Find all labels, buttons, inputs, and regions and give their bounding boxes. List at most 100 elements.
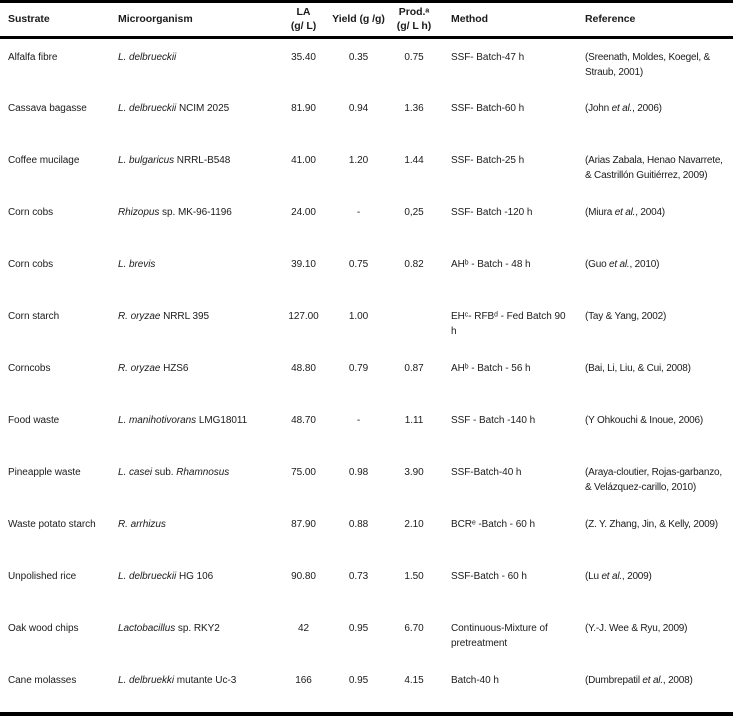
cell-prod: 1.36 [404,102,424,114]
et-al: et al. [642,674,663,686]
species-name: L. delbrueckii [118,102,177,114]
strain-label: sp. MK-96-1196 [159,206,232,218]
cell-yield: 0.95 [348,674,369,686]
table-row: Cane molasses L. delbruekki mutante Uc-3… [0,662,733,714]
strain-label: HZS6 [160,362,189,374]
cell-la: 35.40 [291,52,316,63]
cell-reference: (Guo et al., 2010) [577,246,733,298]
cell-prod: 0.87 [404,362,424,374]
cell-yield: 0.35 [348,52,369,63]
cell-prod: 1.11 [404,414,424,426]
cell-la: 166 [295,674,312,686]
cell-method: Continuous-Mixture of pretreatment [451,622,548,649]
species-name: L. brevis [118,258,156,270]
cell-method: AHᵇ - Batch - 56 h [451,362,531,374]
table-row: Corncobs R. oryzae HZS6 48.80 0.79 0.87 … [0,350,733,402]
cell-prod: 4.15 [404,674,424,686]
reference-text: (Bai, Li, Liu, & Cui, 2008) [585,362,691,374]
reference-text: (Arias Zabala, Henao Navarrete, & Castri… [585,154,723,181]
cell-reference: (Sreenath, Moldes, Koegel, & Straub, 200… [577,38,733,90]
cell-substrate: Alfalfa fibre [8,52,58,63]
cell-method: Batch-40 h [451,674,499,686]
species-name-2: Rhamnosus [176,466,230,478]
cell-substrate: Corn cobs [8,206,54,218]
species-name: L. delbrueckii [118,52,177,63]
cell-la: 75.00 [291,466,316,478]
table-row: Corn cobs L. brevis 39.10 0.75 0.82 AHᵇ … [0,246,733,298]
cell-reference: (Araya-cloutier, Rojas-garbanzo, & Veláz… [577,454,733,506]
reference-year: , 2010) [629,258,660,270]
cell-prod: 0.82 [404,258,424,270]
strain-label: sub. [152,466,177,478]
cell-reference: (Y Ohkouchi & Inoue, 2006) [577,402,733,454]
table-row: Pineapple waste L. casei sub. Rhamnosus … [0,454,733,506]
reference-text: (Y.-J. Wee & Ryu, 2009) [585,622,688,634]
cell-microorganism: L. delbrueckii NCIM 2025 [110,90,275,142]
header-method: Method [451,12,489,25]
header-prod-line2: (g/ L h) [396,19,432,32]
table-row: Food waste L. manihotivorans LMG18011 48… [0,402,733,454]
cell-yield: - [356,414,361,426]
cell-substrate: Corn starch [8,310,60,322]
reference-text: (John [585,102,612,114]
header-la-line1: LA [296,6,311,19]
et-al: et al. [614,206,636,218]
header-la-line2: (g/ L) [290,19,317,32]
cell-method: SSF - Batch -140 h [451,414,536,426]
cell-la: 42 [297,622,310,634]
cell-method: SSF- Batch-60 h [451,102,525,114]
cell-substrate: Cane molasses [8,674,77,686]
strain-label: sp. RKY2 [175,622,220,634]
cell-yield: 0.94 [348,102,369,114]
reference-text: (Y Ohkouchi & Inoue, 2006) [585,414,704,426]
cell-la: 48.80 [291,362,316,374]
species-name: L. delbrueckii [118,570,177,582]
cell-microorganism: L. delbrueckii [110,38,275,90]
cell-substrate: Coffee mucilage [8,154,80,166]
strain-label: NRRL-B548 [174,154,231,166]
species-name: L. bulgaricus [118,154,175,166]
table-row: Waste potato starch R. arrhizus 87.90 0.… [0,506,733,558]
reference-text: (Miura [585,206,615,218]
cell-reference: (Tay & Yang, 2002) [577,298,733,350]
cell-la: 24.00 [291,206,316,218]
cell-substrate: Food waste [8,414,60,426]
species-name: Lactobacillus [118,622,176,634]
cell-prod: 3.90 [404,466,424,478]
cell-prod: 2.10 [404,518,424,530]
cell-yield: 1.20 [348,154,369,166]
reference-text: (Lu [585,570,602,582]
cell-reference: (Lu et al., 2009) [577,558,733,610]
cell-method: SSF- Batch-25 h [451,154,525,166]
cell-yield: 1.00 [348,310,369,322]
cell-microorganism: Rhizopus sp. MK-96-1196 [110,194,275,246]
cell-yield: 0.95 [348,622,369,634]
species-name: R. oryzae [118,310,161,322]
header-prod-line1: Prod.ᵃ [398,6,430,19]
reference-year: , 2006) [632,102,662,114]
cell-reference: (Bai, Li, Liu, & Cui, 2008) [577,350,733,402]
cell-yield: 0.75 [348,258,369,270]
cell-method: SSF-Batch-40 h [451,466,522,478]
cell-reference: (Dumbrepatil et al., 2008) [577,662,733,714]
cell-method: EHᶜ- RFBᵈ - Fed Batch 90 h [451,310,566,337]
table-row: Coffee mucilage L. bulgaricus NRRL-B548 … [0,142,733,194]
species-name: L. casei [118,466,153,478]
cell-microorganism: Lactobacillus sp. RKY2 [110,610,275,662]
table-row: Unpolished rice L. delbrueckii HG 106 90… [0,558,733,610]
cell-microorganism: L. bulgaricus NRRL-B548 [110,142,275,194]
header-microorganism: Microorganism [118,12,193,25]
reference-text: (Tay & Yang, 2002) [585,310,667,322]
species-name: Rhizopus [118,206,160,218]
cell-la: 48.70 [291,414,316,426]
table-row: Alfalfa fibre L. delbrueckii 35.40 0.35 … [0,38,733,90]
cell-prod: 1.44 [404,154,424,166]
cell-reference: (John et al., 2006) [577,90,733,142]
header-la: LA (g/ L) [275,2,332,38]
header-row: Sustrate Microorganism LA (g/ L) Yield (… [0,2,733,38]
cell-method: SSF- Batch-47 h [451,52,525,63]
species-name: L. manihotivorans [118,414,197,426]
table-body: Alfalfa fibre L. delbrueckii 35.40 0.35 … [0,38,733,714]
